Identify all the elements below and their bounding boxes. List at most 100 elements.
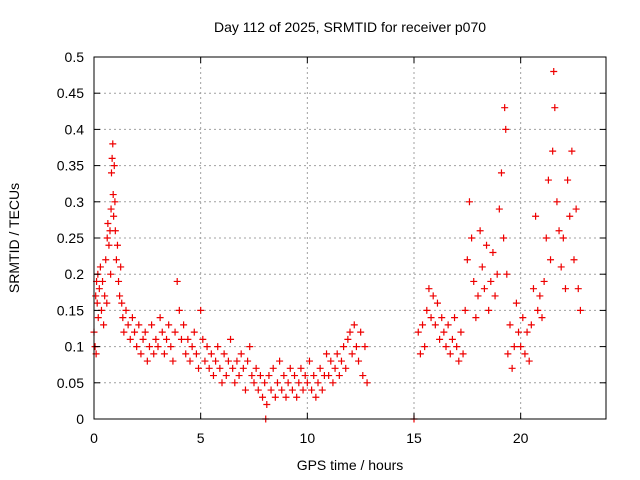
data-point [297, 364, 305, 372]
data-point [282, 393, 290, 401]
data-point [207, 350, 215, 358]
data-point [331, 364, 339, 372]
data-point [348, 350, 356, 358]
data-point [501, 104, 509, 112]
data-point [363, 379, 371, 387]
data-point [143, 357, 151, 365]
x-axis-label: GPS time / hours [297, 457, 404, 473]
data-point [502, 125, 510, 133]
data-point [276, 357, 284, 365]
data-point [288, 386, 296, 394]
data-point [263, 401, 271, 409]
data-point [359, 372, 367, 380]
y-axis-label: SRMTID / TECUs [6, 183, 22, 293]
data-point [212, 357, 220, 365]
data-point [220, 350, 228, 358]
data-point [107, 169, 115, 177]
x-tick-label: 20 [513, 430, 529, 446]
data-point [293, 393, 301, 401]
data-point [461, 306, 469, 314]
data-point [517, 343, 525, 351]
x-tick-labels: 0 5 10 15 20 [90, 430, 529, 446]
data-point [455, 357, 463, 365]
data-point [218, 379, 226, 387]
data-point [500, 234, 508, 242]
data-point [246, 343, 254, 351]
data-point [197, 306, 205, 314]
data-point [414, 328, 422, 336]
data-point [436, 335, 444, 343]
data-point [104, 220, 112, 228]
data-point [448, 335, 456, 343]
y-tick-label: 0.35 [57, 158, 84, 174]
data-points [90, 67, 584, 423]
data-point [419, 321, 427, 329]
data-point [564, 176, 572, 184]
data-point [553, 198, 561, 206]
data-point [180, 321, 188, 329]
data-point [566, 212, 574, 220]
data-point [457, 328, 465, 336]
data-point [105, 241, 113, 249]
data-point [310, 372, 318, 380]
data-point [497, 169, 505, 177]
data-point [102, 256, 110, 264]
data-point [337, 357, 345, 365]
data-point [352, 343, 360, 351]
data-point [504, 350, 512, 358]
data-point [470, 277, 478, 285]
data-point [557, 263, 565, 271]
y-tick-label: 0.2 [65, 266, 85, 282]
data-point [254, 386, 262, 394]
data-point [107, 205, 115, 213]
data-point [549, 147, 557, 155]
data-point [103, 299, 111, 307]
chart-title: Day 112 of 2025, SRMTID for receiver p07… [214, 19, 486, 35]
data-point [175, 306, 183, 314]
data-point [273, 379, 281, 387]
data-point [248, 372, 256, 380]
data-point [344, 335, 352, 343]
data-point [544, 176, 552, 184]
data-point [489, 248, 497, 256]
data-point [107, 270, 115, 278]
data-point [216, 364, 224, 372]
data-point [314, 379, 322, 387]
data-point [96, 263, 104, 271]
data-point [186, 357, 194, 365]
data-point [487, 277, 495, 285]
data-point [483, 241, 491, 249]
data-point [154, 343, 162, 351]
data-point [278, 386, 286, 394]
data-point [323, 350, 331, 358]
data-point [291, 372, 299, 380]
data-point [527, 321, 535, 329]
data-point [523, 328, 531, 336]
data-point [205, 364, 213, 372]
data-point [235, 372, 243, 380]
data-point [423, 306, 431, 314]
data-point [474, 292, 482, 300]
data-point [303, 379, 311, 387]
data-point [126, 335, 134, 343]
data-point [568, 147, 576, 155]
data-point [199, 335, 207, 343]
data-point [495, 205, 503, 213]
data-point [325, 372, 333, 380]
data-point [468, 234, 476, 242]
y-tick-label: 0.25 [57, 230, 84, 246]
data-point [93, 299, 101, 307]
y-tick-label: 0 [76, 411, 84, 427]
data-point [561, 285, 569, 293]
data-point [574, 285, 582, 293]
data-point [529, 285, 537, 293]
data-point [115, 277, 123, 285]
data-point [177, 335, 185, 343]
data-point [547, 256, 555, 264]
data-point [280, 372, 288, 380]
data-point [95, 285, 103, 293]
data-point [440, 328, 448, 336]
data-point [551, 104, 559, 112]
data-point [559, 234, 567, 242]
data-point [485, 306, 493, 314]
